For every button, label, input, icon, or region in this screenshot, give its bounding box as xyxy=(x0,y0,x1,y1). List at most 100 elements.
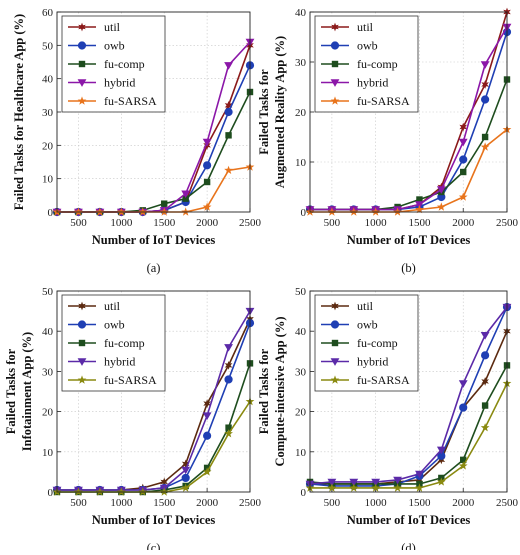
series-line xyxy=(309,364,508,485)
legend-marker xyxy=(330,96,340,105)
data-point xyxy=(225,424,232,431)
x-tick-label: 2000 xyxy=(196,217,219,229)
x-axis-label: Number of IoT Devices xyxy=(92,513,216,527)
y-axis-label: Infotainment App (%) xyxy=(20,332,34,451)
series-line xyxy=(309,306,508,485)
x-tick-label: 2500 xyxy=(496,497,519,509)
data-point xyxy=(202,412,212,421)
legend-marker xyxy=(330,79,340,87)
x-tick-label: 1500 xyxy=(408,217,431,229)
data-point xyxy=(161,200,168,207)
data-point xyxy=(203,161,212,170)
x-tick-label: 1500 xyxy=(153,497,176,509)
data-point xyxy=(224,375,233,384)
legend-marker xyxy=(331,301,339,311)
legend-label: fu-comp xyxy=(104,57,145,71)
legend-marker xyxy=(331,339,339,347)
legend-marker xyxy=(330,320,340,329)
data-point xyxy=(224,62,233,70)
legend-label: fu-comp xyxy=(357,336,398,350)
data-point xyxy=(181,483,191,492)
data-point xyxy=(458,192,468,201)
x-tick-label: 1000 xyxy=(110,217,133,229)
y-tick-label: 10 xyxy=(42,447,54,459)
data-point xyxy=(202,202,212,211)
legend-label: fu-SARSA xyxy=(357,373,410,387)
data-point xyxy=(182,195,189,202)
legend-label: fu-SARSA xyxy=(357,94,410,108)
data-point xyxy=(481,95,490,104)
legend-marker xyxy=(77,358,87,366)
legend-label: hybrid xyxy=(357,355,388,369)
legend-label: fu-comp xyxy=(104,336,145,350)
data-point xyxy=(393,476,402,485)
chart-panel: 0 10 20 30 40 50 500 1000 1500 2000 2500 util owb fu-… xyxy=(257,286,519,555)
data-point xyxy=(481,133,489,141)
data-point xyxy=(415,204,424,214)
legend-marker xyxy=(78,60,86,68)
legend-label: util xyxy=(104,20,121,34)
y-tick-label: 10 xyxy=(295,157,307,169)
y-tick-label: 20 xyxy=(295,107,307,119)
data-point xyxy=(203,178,211,186)
y-tick-label: 40 xyxy=(42,74,54,86)
legend-marker xyxy=(77,79,87,87)
x-tick-label: 2000 xyxy=(196,497,219,509)
data-point xyxy=(327,483,337,492)
data-point xyxy=(481,377,489,386)
y-tick-label: 30 xyxy=(42,366,54,378)
data-point xyxy=(480,423,490,432)
data-point xyxy=(459,122,468,132)
y-axis-label: Failed Tasks for xyxy=(4,348,18,434)
x-tick-label: 1000 xyxy=(365,497,388,509)
data-point xyxy=(371,478,381,487)
series-line xyxy=(57,310,251,491)
data-point xyxy=(349,478,359,487)
y-axis-label: Failed Tasks for xyxy=(257,69,271,155)
legend-marker xyxy=(77,96,87,105)
y-tick-label: 50 xyxy=(42,286,54,298)
data-point xyxy=(460,456,467,464)
data-point xyxy=(480,332,490,340)
data-point xyxy=(436,202,446,211)
x-tick-label: 1000 xyxy=(110,497,133,509)
y-tick-label: 40 xyxy=(295,7,307,19)
data-point xyxy=(224,107,233,117)
data-point xyxy=(203,431,212,440)
x-axis-label: Number of IoT Devices xyxy=(92,233,216,247)
data-point xyxy=(224,100,233,110)
data-point xyxy=(224,360,233,370)
data-point xyxy=(181,466,191,475)
legend-marker xyxy=(78,339,86,347)
data-point xyxy=(371,483,381,492)
x-tick-label: 2500 xyxy=(496,217,519,229)
series-line xyxy=(310,26,508,211)
x-tick-label: 1500 xyxy=(408,497,431,509)
data-point xyxy=(436,446,446,455)
y-tick-label: 20 xyxy=(42,407,54,419)
plot-frame xyxy=(56,11,251,213)
panel-caption: (a) xyxy=(147,261,161,275)
data-point xyxy=(160,477,169,487)
legend-label: fu-SARSA xyxy=(104,373,157,387)
y-axis-label: Failed Tasks for xyxy=(257,348,271,434)
series-hybrid xyxy=(305,303,512,489)
legend-marker xyxy=(77,320,87,329)
data-point xyxy=(393,483,402,492)
legend-label: owb xyxy=(357,318,378,332)
legend-label: fu-SARSA xyxy=(104,94,157,108)
y-tick-label: 0 xyxy=(48,487,54,499)
legend-marker xyxy=(78,22,86,32)
y-tick-label: 10 xyxy=(42,174,54,186)
x-tick-label: 1000 xyxy=(365,217,388,229)
legend-label: hybrid xyxy=(357,76,388,90)
legend-marker xyxy=(78,301,86,311)
legend-marker xyxy=(77,375,87,384)
data-point xyxy=(202,138,212,147)
y-axis-label: Augmented Reality App (%) xyxy=(273,36,287,188)
legend-label: hybrid xyxy=(104,76,135,90)
series-line xyxy=(309,306,508,487)
data-point xyxy=(415,470,424,479)
data-point xyxy=(224,165,233,175)
